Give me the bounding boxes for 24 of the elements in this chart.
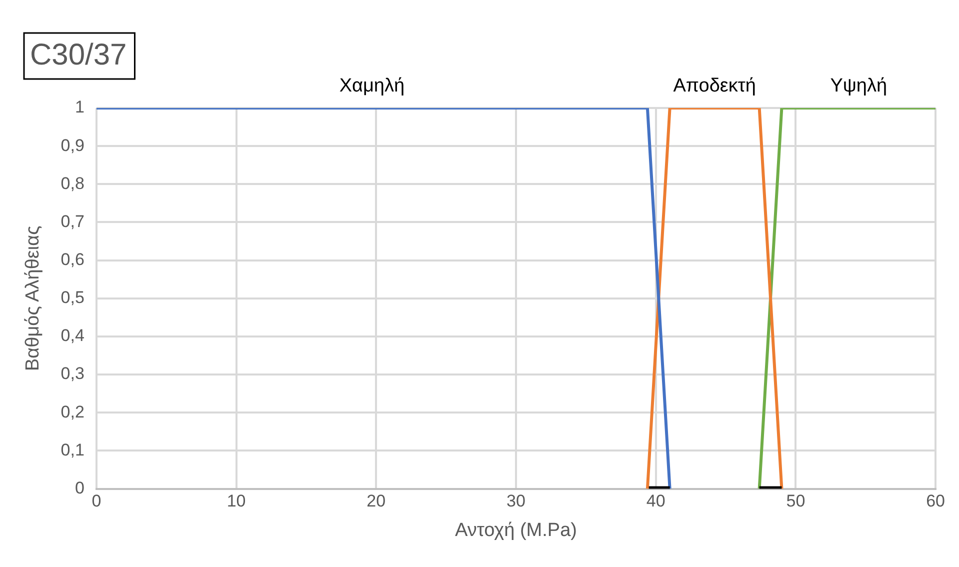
y-tick-label: 0,9 xyxy=(60,136,84,155)
y-tick-label: 1 xyxy=(74,98,84,117)
x-tick-label: 10 xyxy=(226,492,246,511)
series-label: Χαμηλή xyxy=(339,76,405,97)
y-tick-label: 0,5 xyxy=(60,288,84,308)
y-tick-label: 0,7 xyxy=(60,212,84,231)
series-label: Υψηλή xyxy=(830,76,888,97)
y-axis-title: Βαθμός Αλήθειας xyxy=(22,226,44,372)
series-label: Αποδεκτή xyxy=(673,76,756,97)
chart-title: C30/37 xyxy=(30,38,127,72)
x-tick-label: 30 xyxy=(506,492,526,511)
y-tick-label: 0 xyxy=(74,478,84,498)
y-tick-label: 0,6 xyxy=(60,250,84,270)
x-tick-label: 40 xyxy=(646,492,666,511)
x-tick-label: 20 xyxy=(366,492,386,511)
x-tick-label: 0 xyxy=(92,492,102,511)
y-tick-label: 0,2 xyxy=(60,402,84,422)
y-tick-label: 0,4 xyxy=(60,326,84,346)
x-axis-title: Αντοχή (M.Pa) xyxy=(455,520,577,541)
y-tick-label: 0,8 xyxy=(60,174,84,193)
x-tick-label: 60 xyxy=(926,492,946,511)
y-tick-label: 0,1 xyxy=(60,440,84,460)
x-tick-label: 50 xyxy=(786,492,806,511)
y-tick-label: 0,3 xyxy=(60,364,84,384)
